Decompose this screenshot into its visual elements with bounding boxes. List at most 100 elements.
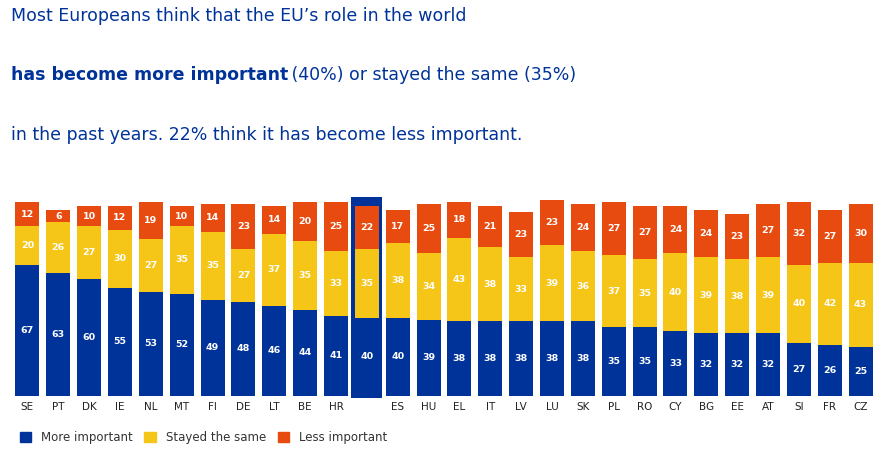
Bar <box>818 263 842 345</box>
Text: CZ: CZ <box>853 403 868 413</box>
Text: 35: 35 <box>607 357 620 366</box>
Text: 18: 18 <box>453 215 466 224</box>
Text: 17: 17 <box>391 222 404 231</box>
Text: 40: 40 <box>792 299 805 308</box>
Bar <box>787 343 811 396</box>
Text: 27: 27 <box>83 248 96 257</box>
Text: 33: 33 <box>329 279 343 288</box>
Bar <box>725 333 749 396</box>
Bar <box>787 202 811 265</box>
Bar <box>46 210 70 222</box>
Text: 21: 21 <box>484 222 497 231</box>
Text: 40: 40 <box>361 352 374 361</box>
Text: 25: 25 <box>422 224 435 233</box>
Bar <box>448 202 472 238</box>
Text: 24: 24 <box>669 225 682 234</box>
Text: 35: 35 <box>175 255 188 265</box>
Text: 49: 49 <box>206 343 219 352</box>
Bar <box>201 232 225 300</box>
Text: 25: 25 <box>854 367 868 376</box>
Text: 20: 20 <box>20 241 34 250</box>
Text: EE: EE <box>731 403 743 413</box>
Text: 35: 35 <box>638 289 651 298</box>
Text: 23: 23 <box>237 222 250 231</box>
Bar <box>46 273 70 396</box>
Bar <box>602 255 626 327</box>
Text: 26: 26 <box>52 243 65 252</box>
Bar <box>725 214 749 259</box>
Text: 44: 44 <box>298 348 312 357</box>
Text: 32: 32 <box>700 360 713 369</box>
Text: 27: 27 <box>144 261 157 270</box>
Bar <box>818 210 842 263</box>
Bar <box>509 212 533 257</box>
Text: 27: 27 <box>792 365 805 374</box>
Text: 10: 10 <box>83 212 96 221</box>
Text: 38: 38 <box>453 354 466 363</box>
Text: 32: 32 <box>792 229 805 238</box>
Text: 23: 23 <box>731 232 744 241</box>
Text: 32: 32 <box>731 360 744 369</box>
Bar <box>663 206 687 253</box>
Text: 39: 39 <box>422 353 435 362</box>
Text: 38: 38 <box>484 354 497 363</box>
Text: 20: 20 <box>298 218 312 226</box>
Text: 39: 39 <box>545 279 559 288</box>
Text: FI: FI <box>208 403 217 413</box>
Text: 43: 43 <box>453 275 466 284</box>
Text: 37: 37 <box>267 265 281 274</box>
Bar <box>324 251 348 316</box>
Bar <box>355 318 379 396</box>
Text: 35: 35 <box>206 261 219 270</box>
Bar <box>385 210 409 244</box>
Text: 48: 48 <box>237 344 250 353</box>
Bar <box>77 278 101 396</box>
Text: LV: LV <box>515 403 527 413</box>
Bar <box>385 244 409 318</box>
Text: 10: 10 <box>175 212 188 221</box>
Bar <box>77 226 101 278</box>
Text: 67: 67 <box>20 326 34 335</box>
Text: 27: 27 <box>638 228 651 237</box>
Bar <box>385 318 409 396</box>
Text: 40: 40 <box>391 352 404 361</box>
Bar <box>818 345 842 396</box>
Bar <box>849 347 873 396</box>
Text: CY: CY <box>669 403 682 413</box>
Bar <box>571 251 595 321</box>
Text: 34: 34 <box>422 282 435 291</box>
Bar <box>602 327 626 396</box>
Bar <box>540 321 564 396</box>
Text: 43: 43 <box>854 300 868 309</box>
Text: SE: SE <box>20 403 34 413</box>
Text: 22: 22 <box>361 223 374 232</box>
Text: 38: 38 <box>484 280 497 289</box>
Text: BE: BE <box>298 403 312 413</box>
Text: 33: 33 <box>515 285 527 294</box>
Text: 38: 38 <box>545 354 559 363</box>
Bar <box>46 222 70 273</box>
Text: 27: 27 <box>823 232 836 241</box>
Text: 27: 27 <box>761 226 774 235</box>
Text: IT: IT <box>486 403 495 413</box>
Bar <box>15 202 39 226</box>
Text: DE: DE <box>236 403 250 413</box>
Text: HR: HR <box>329 403 344 413</box>
Bar <box>416 319 440 396</box>
Text: 36: 36 <box>576 282 590 291</box>
Text: 6: 6 <box>55 212 61 221</box>
Bar <box>540 201 564 245</box>
Text: 42: 42 <box>823 299 836 308</box>
Text: IE: IE <box>115 403 124 413</box>
Text: 25: 25 <box>329 222 343 231</box>
Text: 27: 27 <box>237 271 250 280</box>
Text: RO: RO <box>637 403 653 413</box>
Bar <box>787 265 811 343</box>
Text: PT: PT <box>52 403 65 413</box>
Bar <box>756 333 780 396</box>
Bar <box>15 265 39 396</box>
Bar <box>632 327 656 396</box>
Text: HU: HU <box>421 403 436 413</box>
Bar <box>293 310 317 396</box>
Bar <box>139 239 163 292</box>
